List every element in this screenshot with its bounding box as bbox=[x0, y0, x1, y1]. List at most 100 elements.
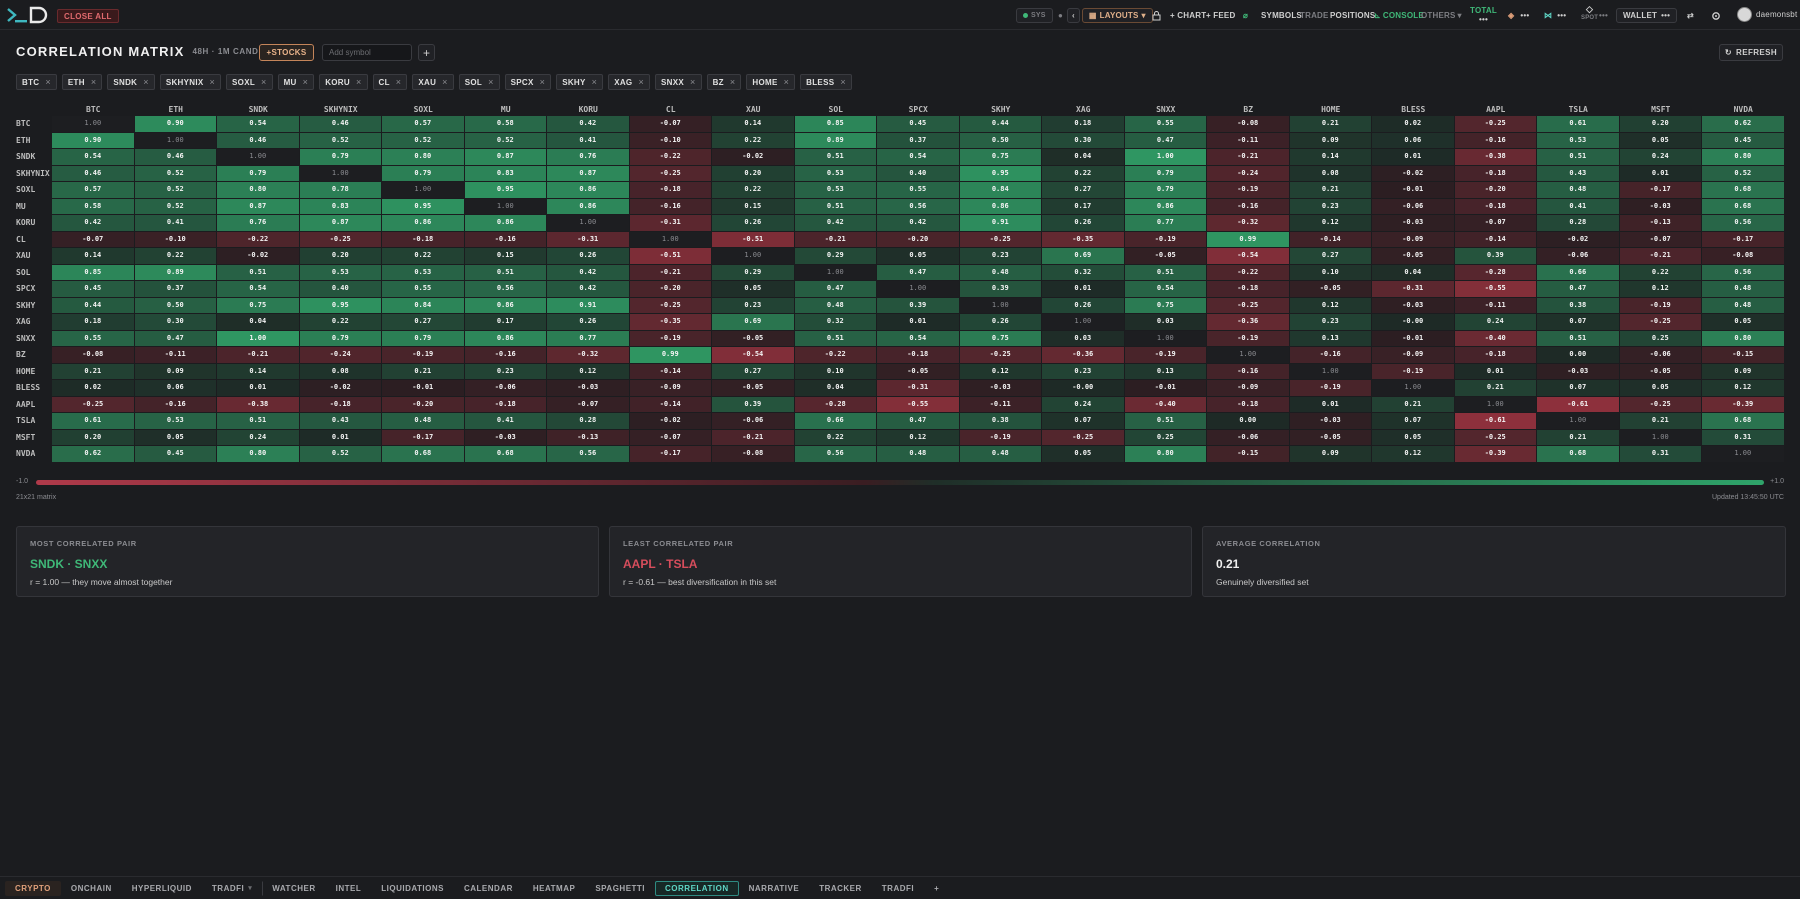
correlation-cell[interactable]: -0.16 bbox=[464, 231, 546, 247]
correlation-cell[interactable]: -0.61 bbox=[1537, 396, 1619, 412]
correlation-cell[interactable]: -0.09 bbox=[1372, 231, 1454, 247]
symbol-chip[interactable]: SKHY × bbox=[556, 74, 604, 90]
remove-chip-icon[interactable]: × bbox=[90, 77, 97, 87]
correlation-cell[interactable]: 0.54 bbox=[1124, 281, 1206, 297]
correlation-cell[interactable]: -0.02 bbox=[299, 380, 381, 396]
correlation-cell[interactable]: 0.53 bbox=[1537, 132, 1619, 148]
correlation-cell[interactable]: 0.52 bbox=[299, 446, 381, 462]
correlation-cell[interactable]: 0.42 bbox=[547, 264, 629, 280]
correlation-cell[interactable]: -0.05 bbox=[1289, 429, 1371, 445]
correlation-cell[interactable]: 0.21 bbox=[1289, 182, 1371, 198]
correlation-cell[interactable]: 0.21 bbox=[1537, 429, 1619, 445]
correlation-cell[interactable]: 0.24 bbox=[1619, 149, 1701, 165]
correlation-cell[interactable]: -0.19 bbox=[629, 330, 711, 346]
correlation-cell[interactable]: 0.55 bbox=[1124, 116, 1206, 132]
correlation-cell[interactable]: 0.48 bbox=[959, 446, 1041, 462]
correlation-cell[interactable]: 0.86 bbox=[1124, 198, 1206, 214]
correlation-cell[interactable]: 0.42 bbox=[547, 281, 629, 297]
correlation-cell[interactable]: -0.25 bbox=[959, 347, 1041, 363]
correlation-cell[interactable]: 0.31 bbox=[1702, 429, 1784, 445]
correlation-cell[interactable]: -0.19 bbox=[1289, 380, 1371, 396]
correlation-cell[interactable]: 0.22 bbox=[712, 132, 794, 148]
correlation-cell[interactable]: 0.62 bbox=[1702, 116, 1784, 132]
correlation-cell[interactable]: 0.12 bbox=[1289, 297, 1371, 313]
correlation-cell[interactable]: -0.07 bbox=[52, 231, 134, 247]
correlation-cell[interactable]: -0.32 bbox=[547, 347, 629, 363]
correlation-cell[interactable]: -0.17 bbox=[1619, 182, 1701, 198]
correlation-cell[interactable]: -0.14 bbox=[629, 396, 711, 412]
correlation-cell[interactable]: 0.51 bbox=[1537, 330, 1619, 346]
correlation-cell[interactable]: -0.05 bbox=[1124, 248, 1206, 264]
correlation-cell[interactable]: 0.68 bbox=[1702, 182, 1784, 198]
correlation-cell[interactable]: -0.14 bbox=[1454, 231, 1536, 247]
add-symbol-input[interactable] bbox=[322, 44, 412, 61]
correlation-cell[interactable]: 0.41 bbox=[134, 215, 216, 231]
correlation-cell[interactable]: 0.10 bbox=[794, 363, 876, 379]
correlation-cell[interactable]: -0.14 bbox=[1289, 231, 1371, 247]
correlation-cell[interactable]: -0.21 bbox=[794, 231, 876, 247]
correlation-cell[interactable]: 0.30 bbox=[1042, 132, 1124, 148]
correlation-cell[interactable]: 0.32 bbox=[794, 314, 876, 330]
correlation-cell[interactable]: 0.26 bbox=[547, 248, 629, 264]
correlation-cell[interactable]: 0.05 bbox=[712, 281, 794, 297]
correlation-cell[interactable]: 0.20 bbox=[52, 429, 134, 445]
correlation-cell[interactable]: -0.16 bbox=[134, 396, 216, 412]
correlation-cell[interactable]: -0.24 bbox=[1207, 165, 1289, 181]
correlation-cell[interactable]: 0.37 bbox=[134, 281, 216, 297]
correlation-cell[interactable]: 0.99 bbox=[629, 347, 711, 363]
correlation-cell[interactable]: 0.46 bbox=[134, 149, 216, 165]
correlation-cell[interactable]: -0.05 bbox=[1619, 363, 1701, 379]
correlation-cell[interactable]: 0.62 bbox=[52, 446, 134, 462]
correlation-cell[interactable]: 0.01 bbox=[299, 429, 381, 445]
layouts-button[interactable]: ▦ LAYOUTS ▾ bbox=[1081, 8, 1153, 23]
correlation-cell[interactable]: -0.21 bbox=[712, 429, 794, 445]
correlation-cell[interactable]: 1.00 bbox=[794, 264, 876, 280]
correlation-cell[interactable]: 0.47 bbox=[794, 281, 876, 297]
correlation-cell[interactable]: 0.56 bbox=[794, 446, 876, 462]
spot-toggle[interactable]: ◇ SPOT bbox=[1581, 5, 1598, 25]
correlation-cell[interactable]: 0.05 bbox=[134, 429, 216, 445]
correlation-cell[interactable]: 1.00 bbox=[1124, 149, 1206, 165]
correlation-cell[interactable]: 0.75 bbox=[1124, 297, 1206, 313]
correlation-cell[interactable]: 1.00 bbox=[1537, 413, 1619, 429]
correlation-cell[interactable]: 0.23 bbox=[712, 297, 794, 313]
symbol-chip[interactable]: BLESS × bbox=[800, 74, 852, 90]
add-stocks-button[interactable]: +STOCKS bbox=[259, 44, 314, 61]
correlation-cell[interactable]: 0.26 bbox=[547, 314, 629, 330]
correlation-cell[interactable]: 0.78 bbox=[299, 182, 381, 198]
correlation-cell[interactable]: 0.42 bbox=[877, 215, 959, 231]
correlation-cell[interactable]: 0.87 bbox=[217, 198, 299, 214]
correlation-cell[interactable]: 0.08 bbox=[299, 363, 381, 379]
app-logo[interactable] bbox=[6, 6, 50, 24]
correlation-cell[interactable]: -0.10 bbox=[134, 231, 216, 247]
correlation-cell[interactable]: 1.00 bbox=[1124, 330, 1206, 346]
correlation-cell[interactable]: -0.11 bbox=[1454, 297, 1536, 313]
correlation-cell[interactable]: -0.01 bbox=[382, 380, 464, 396]
correlation-cell[interactable]: 0.00 bbox=[1207, 413, 1289, 429]
correlation-cell[interactable]: 0.29 bbox=[794, 248, 876, 264]
correlation-cell[interactable]: 0.07 bbox=[1042, 413, 1124, 429]
correlation-cell[interactable]: -0.07 bbox=[629, 429, 711, 445]
correlation-cell[interactable]: 0.52 bbox=[382, 132, 464, 148]
correlation-cell[interactable]: 0.75 bbox=[959, 149, 1041, 165]
correlation-cell[interactable]: 0.51 bbox=[1124, 413, 1206, 429]
correlation-cell[interactable]: 0.12 bbox=[1372, 446, 1454, 462]
symbol-chip[interactable]: ETH × bbox=[61, 74, 103, 90]
correlation-cell[interactable]: 0.22 bbox=[794, 429, 876, 445]
correlation-cell[interactable]: 0.04 bbox=[1372, 264, 1454, 280]
correlation-cell[interactable]: 0.50 bbox=[134, 297, 216, 313]
bottom-tab-intel[interactable]: INTEL bbox=[326, 881, 372, 896]
more-icon[interactable]: ••• bbox=[1599, 11, 1609, 20]
remove-chip-icon[interactable]: × bbox=[355, 77, 362, 87]
correlation-cell[interactable]: -0.06 bbox=[464, 380, 546, 396]
correlation-cell[interactable]: -0.01 bbox=[1372, 330, 1454, 346]
correlation-cell[interactable]: -0.35 bbox=[629, 314, 711, 330]
gear-icon[interactable] bbox=[1711, 8, 1721, 23]
correlation-cell[interactable]: 0.90 bbox=[52, 132, 134, 148]
correlation-cell[interactable]: -0.08 bbox=[712, 446, 794, 462]
correlation-cell[interactable]: 0.37 bbox=[877, 132, 959, 148]
correlation-cell[interactable]: -0.25 bbox=[629, 297, 711, 313]
correlation-cell[interactable]: 0.68 bbox=[1702, 413, 1784, 429]
correlation-cell[interactable]: 0.45 bbox=[1702, 132, 1784, 148]
correlation-cell[interactable]: 0.47 bbox=[1124, 132, 1206, 148]
